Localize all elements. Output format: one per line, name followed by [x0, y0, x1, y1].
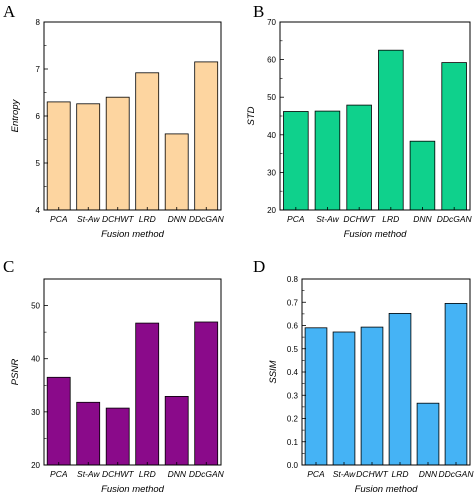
x-tick-label: DNN [168, 214, 187, 224]
y-tick-label: 60 [267, 56, 276, 65]
y-tick-label: 0.0 [287, 461, 299, 470]
x-tick-label: DDcGAN [437, 214, 473, 224]
x-tick-label: PCA [50, 469, 68, 479]
bar-st-aw [76, 103, 101, 211]
y-tick-label: 0.1 [287, 438, 299, 447]
y-tick-label: 0.8 [287, 275, 299, 284]
bar-pca [283, 111, 309, 211]
bar-st-aw [76, 401, 101, 466]
y-tick-label: 0.3 [287, 391, 299, 400]
y-axis-title: SSIM [268, 360, 279, 383]
bar-lrd [135, 72, 160, 211]
y-tick-label: 0.2 [287, 415, 299, 424]
x-tick-label: DCHWT [102, 214, 134, 224]
bar-st-aw [332, 331, 356, 466]
bar-pca [46, 101, 71, 211]
chart-panel-a: A PCA St-Aw DCHWT LRD DNN DDcGAN 4 5 6 7 8 Fusion me… [3, 2, 225, 240]
y-axis-title: Entropy [10, 98, 21, 132]
bar-dnn [409, 140, 436, 211]
x-tick-label: DNN [168, 469, 187, 479]
x-tick-label: LRD [391, 469, 408, 479]
x-axis-title: Fusion method [101, 484, 165, 495]
panel-letter: A [3, 2, 16, 21]
chart-panel-d: D PCA St-Aw DCHWT LRD DNN DDcGAN 0.0 0.1 0.2 0.3 0.… [253, 257, 474, 495]
y-axis-title: STD [246, 106, 257, 125]
bar-dchwt [105, 407, 130, 466]
y-tick-label: 5 [36, 159, 41, 168]
chart-panel-b: B PCA St-Aw DCHWT LRD DNN DDcGAN 20 30 40 50 60 70 Fu… [246, 2, 473, 240]
x-tick-label: DCHWT [343, 214, 375, 224]
y-tick-label: 50 [31, 302, 40, 311]
bar-pca [46, 376, 71, 466]
y-axis-title: PSNR [10, 359, 21, 386]
x-tick-label: DDcGAN [439, 469, 474, 479]
x-tick-label: St-Aw [77, 214, 100, 224]
y-tick-label: 30 [267, 168, 276, 177]
bar-ddcgan [444, 302, 468, 466]
y-tick-label: 0.7 [287, 298, 299, 307]
bar-ddcgan [194, 61, 219, 211]
bar-lrd [388, 312, 412, 466]
panel-letter: B [253, 2, 264, 21]
bar-dchwt [105, 96, 130, 211]
x-tick-label: DCHWT [356, 469, 388, 479]
bar-lrd [135, 322, 160, 466]
bar-lrd [378, 49, 404, 211]
y-tick-label: 20 [31, 461, 40, 470]
x-tick-label: St-Aw [316, 214, 339, 224]
x-tick-label: DDcGAN [189, 469, 225, 479]
x-tick-label: St-Aw [333, 469, 356, 479]
bar-ddcgan [441, 62, 467, 211]
y-tick-label: 70 [267, 18, 276, 27]
y-tick-label: 50 [267, 93, 276, 102]
x-axis-title: Fusion method [355, 484, 419, 495]
y-tick-label: 6 [36, 112, 41, 121]
x-tick-label: PCA [50, 214, 68, 224]
bar-dnn [164, 133, 189, 211]
x-tick-label: PCA [307, 469, 325, 479]
bar-dchwt [346, 104, 372, 211]
x-tick-label: St-Aw [77, 469, 100, 479]
x-tick-label: LRD [382, 214, 399, 224]
chart-panel-c: C PCA St-Aw DCHWT LRD DNN DDcGAN 20 30 40 50 Fusion… [3, 257, 225, 495]
x-tick-label: DNN [419, 469, 438, 479]
y-tick-label: 30 [31, 408, 40, 417]
y-tick-label: 20 [267, 206, 276, 215]
panel-letter: C [3, 257, 14, 276]
y-tick-label: 8 [36, 18, 41, 27]
bar-st-aw [314, 110, 341, 211]
x-tick-label: LRD [139, 469, 156, 479]
x-tick-label: DDcGAN [189, 214, 225, 224]
y-tick-label: 40 [31, 355, 40, 364]
bar-dnn [164, 395, 189, 466]
bar-pca [304, 327, 328, 466]
y-tick-label: 0.6 [287, 322, 299, 331]
x-axis-title: Fusion method [344, 229, 408, 240]
x-tick-label: LRD [139, 214, 156, 224]
bar-dchwt [360, 326, 384, 466]
y-tick-label: 7 [36, 65, 41, 74]
x-tick-label: DCHWT [102, 469, 134, 479]
y-tick-label: 0.4 [287, 368, 299, 377]
y-tick-label: 4 [36, 206, 41, 215]
bar-dnn [416, 402, 440, 466]
plot-frame [43, 278, 222, 466]
x-tick-label: PCA [287, 214, 305, 224]
y-tick-label: 40 [267, 131, 276, 140]
x-tick-label: DNN [413, 214, 432, 224]
y-tick-label: 0.5 [287, 345, 299, 354]
x-axis-title: Fusion method [101, 229, 165, 240]
panel-letter: D [253, 257, 265, 276]
bar-ddcgan [194, 321, 219, 466]
